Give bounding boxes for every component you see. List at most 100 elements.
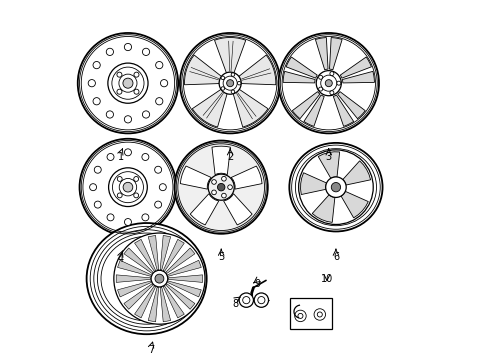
Polygon shape <box>163 239 184 271</box>
Circle shape <box>221 76 224 80</box>
Circle shape <box>124 149 131 156</box>
Circle shape <box>123 182 133 192</box>
Polygon shape <box>300 173 326 194</box>
Circle shape <box>160 80 167 87</box>
Polygon shape <box>167 260 201 276</box>
Polygon shape <box>190 194 218 225</box>
Circle shape <box>78 33 178 134</box>
Circle shape <box>174 140 267 234</box>
Circle shape <box>329 72 333 76</box>
Circle shape <box>107 214 114 221</box>
Circle shape <box>93 98 100 105</box>
Polygon shape <box>160 287 170 322</box>
Circle shape <box>254 293 268 307</box>
Circle shape <box>231 90 234 94</box>
Polygon shape <box>238 55 275 85</box>
Circle shape <box>278 33 378 134</box>
Circle shape <box>142 111 149 118</box>
Polygon shape <box>214 37 245 73</box>
Circle shape <box>93 62 100 69</box>
Polygon shape <box>117 281 151 297</box>
Polygon shape <box>163 286 184 318</box>
Polygon shape <box>342 161 370 185</box>
Circle shape <box>336 81 340 85</box>
Circle shape <box>154 201 162 208</box>
Circle shape <box>155 62 163 69</box>
Polygon shape <box>123 248 153 274</box>
Circle shape <box>134 193 138 198</box>
Polygon shape <box>342 71 374 83</box>
Text: 7: 7 <box>148 345 154 355</box>
Polygon shape <box>184 55 221 85</box>
Circle shape <box>114 233 204 324</box>
Polygon shape <box>168 275 202 282</box>
Circle shape <box>227 185 232 189</box>
Circle shape <box>89 184 97 191</box>
Polygon shape <box>223 194 252 225</box>
Circle shape <box>142 48 149 55</box>
Circle shape <box>142 153 148 161</box>
Text: 10: 10 <box>320 274 332 284</box>
Polygon shape <box>180 166 211 189</box>
Circle shape <box>88 80 95 87</box>
Circle shape <box>151 270 167 287</box>
Circle shape <box>211 190 216 195</box>
Circle shape <box>107 153 114 161</box>
Circle shape <box>330 183 340 192</box>
Circle shape <box>117 193 122 198</box>
Circle shape <box>142 214 148 221</box>
Text: 4: 4 <box>118 254 123 264</box>
Circle shape <box>94 201 101 208</box>
Circle shape <box>239 293 253 307</box>
Polygon shape <box>231 166 262 189</box>
Polygon shape <box>283 71 315 83</box>
Polygon shape <box>165 284 195 309</box>
Polygon shape <box>303 95 324 126</box>
Text: 2: 2 <box>226 152 233 162</box>
Circle shape <box>237 81 241 85</box>
Circle shape <box>298 150 372 225</box>
Polygon shape <box>192 89 226 127</box>
Polygon shape <box>167 281 201 297</box>
Polygon shape <box>333 95 353 126</box>
Polygon shape <box>160 235 170 270</box>
Circle shape <box>94 166 101 173</box>
Circle shape <box>208 174 234 200</box>
Circle shape <box>329 91 333 95</box>
Polygon shape <box>134 239 155 271</box>
Text: 9: 9 <box>253 279 260 289</box>
Circle shape <box>221 193 226 198</box>
Polygon shape <box>165 248 195 274</box>
Circle shape <box>159 184 166 191</box>
Circle shape <box>108 168 147 207</box>
Circle shape <box>108 63 148 103</box>
Circle shape <box>325 177 346 197</box>
Circle shape <box>124 116 131 123</box>
Polygon shape <box>337 92 365 119</box>
Circle shape <box>155 274 163 283</box>
Polygon shape <box>148 235 158 270</box>
Circle shape <box>154 166 162 173</box>
Bar <box>290 298 331 329</box>
Circle shape <box>155 98 163 105</box>
Circle shape <box>316 71 341 96</box>
Circle shape <box>134 89 139 94</box>
Circle shape <box>318 75 322 79</box>
Circle shape <box>318 87 322 91</box>
Text: 3: 3 <box>325 152 331 162</box>
Circle shape <box>217 184 224 191</box>
Text: 1: 1 <box>118 152 123 162</box>
Circle shape <box>117 72 122 77</box>
Ellipse shape <box>289 143 382 231</box>
Circle shape <box>117 89 122 94</box>
Circle shape <box>221 87 224 90</box>
Polygon shape <box>233 89 267 127</box>
Polygon shape <box>340 57 371 78</box>
Text: 6: 6 <box>332 252 338 262</box>
Polygon shape <box>117 260 151 276</box>
Polygon shape <box>123 284 153 309</box>
Circle shape <box>124 44 131 51</box>
Polygon shape <box>315 37 327 70</box>
Circle shape <box>325 80 332 87</box>
Ellipse shape <box>86 223 206 334</box>
